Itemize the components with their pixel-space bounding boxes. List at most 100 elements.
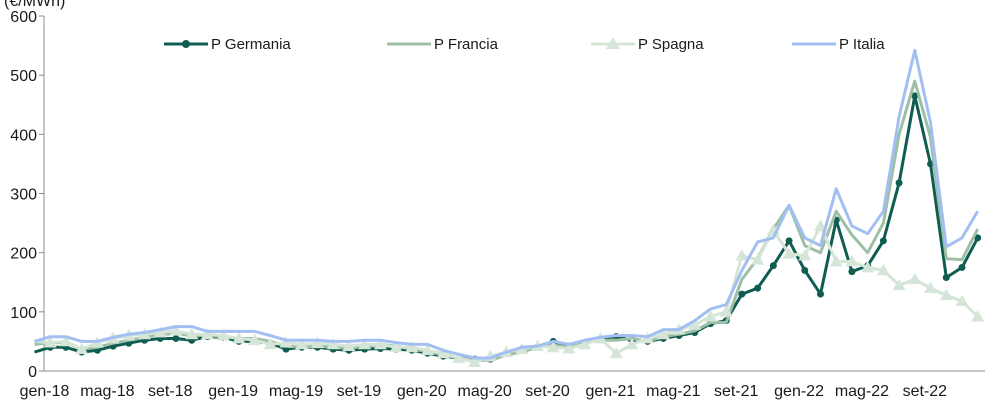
data-point	[892, 278, 906, 291]
data-point	[279, 336, 293, 348]
data-point	[971, 310, 985, 322]
data-point	[358, 337, 372, 350]
x-tick-label: gen-18	[20, 383, 70, 400]
data-point	[769, 262, 777, 270]
data-point	[908, 272, 922, 285]
data-point	[185, 327, 199, 340]
data-point	[546, 340, 560, 353]
x-tick-label: gen-20	[397, 383, 447, 400]
x-tick-label: mag-18	[80, 383, 134, 400]
data-point	[735, 249, 749, 261]
x-tick-label: set-21	[714, 383, 759, 400]
data-point	[738, 290, 746, 298]
data-point	[200, 327, 214, 340]
legend-item: P Spagna	[591, 36, 704, 53]
data-point	[798, 249, 812, 261]
legend-item: P Francia	[387, 36, 499, 53]
data-point	[263, 337, 277, 350]
series-line	[34, 94, 980, 361]
data-point	[562, 342, 576, 354]
legend-marker	[606, 37, 620, 49]
data-point	[75, 342, 89, 354]
series-layer	[34, 48, 985, 367]
data-point	[782, 247, 796, 259]
legend: P Germania P Francia P Spagna P Italia	[164, 36, 885, 53]
data-point	[845, 255, 859, 267]
y-tick-label: 600	[10, 9, 37, 26]
x-tick-label: set-19	[337, 383, 382, 400]
series-p-italia	[34, 48, 979, 360]
data-point	[719, 305, 733, 317]
legend-label: P Spagna	[638, 36, 704, 53]
data-point	[578, 337, 592, 350]
data-point	[751, 253, 765, 265]
data-point	[958, 263, 966, 271]
y-axis: 0 100 200 300 400 500 600	[10, 9, 45, 381]
data-point	[172, 334, 180, 342]
data-point	[942, 274, 950, 282]
y-tick-label: 0	[28, 364, 37, 381]
legend-label: P Germania	[211, 36, 291, 53]
x-tick-label: gen-21	[586, 383, 636, 400]
data-point	[895, 179, 903, 187]
legend-item: P Germania	[164, 36, 291, 53]
data-point	[310, 336, 324, 349]
data-point	[59, 334, 73, 347]
data-point	[373, 337, 387, 350]
y-tick-label: 100	[10, 305, 37, 322]
data-point	[342, 339, 356, 352]
x-tick-label: gen-19	[208, 383, 258, 400]
x-tick-label: gen-22	[774, 383, 824, 400]
data-point	[609, 346, 623, 359]
legend-label: P Italia	[839, 36, 885, 53]
data-point	[939, 288, 953, 301]
x-tick-label: mag-22	[835, 383, 889, 400]
series-p-germania	[34, 92, 982, 363]
data-point	[232, 331, 246, 344]
data-point	[955, 294, 969, 307]
data-point	[295, 337, 309, 350]
legend-marker	[182, 40, 190, 48]
data-point	[326, 337, 340, 350]
data-point	[814, 219, 827, 231]
x-tick-label: set-18	[148, 383, 193, 400]
x-tick-label: mag-19	[269, 383, 323, 400]
data-point	[876, 263, 890, 276]
data-point	[452, 351, 466, 363]
y-tick-label: 400	[10, 127, 37, 144]
legend-item: P Italia	[792, 36, 885, 53]
data-point	[848, 268, 856, 276]
data-point	[801, 266, 809, 274]
data-point	[248, 333, 262, 346]
data-point	[656, 327, 670, 340]
series-line	[34, 48, 979, 360]
data-point	[169, 324, 183, 336]
x-tick-label: set-22	[903, 383, 948, 400]
data-point	[43, 336, 57, 348]
legend-label: P Francia	[434, 36, 499, 53]
data-point	[389, 340, 403, 353]
x-tick-label: set-20	[525, 383, 570, 400]
data-point	[703, 310, 717, 322]
data-point	[911, 92, 919, 100]
data-point	[421, 343, 434, 356]
data-point	[785, 237, 793, 245]
data-point	[924, 281, 938, 294]
data-point	[879, 237, 887, 245]
data-point	[829, 255, 843, 267]
y-axis-unit-label: (€/MWh)	[4, 0, 65, 10]
data-point	[216, 329, 230, 341]
data-point	[754, 284, 762, 292]
data-point	[817, 290, 824, 298]
y-tick-label: 500	[10, 68, 37, 85]
y-tick-label: 200	[10, 246, 37, 263]
x-axis: gen-18 mag-18 set-18 gen-19 mag-19 set-19 gen-…	[20, 370, 985, 400]
x-tick-label: mag-20	[458, 383, 512, 400]
x-tick-label: mag-21	[646, 383, 700, 400]
data-point	[861, 260, 875, 273]
data-point	[436, 346, 450, 359]
data-point	[974, 234, 982, 242]
data-point	[625, 337, 639, 350]
